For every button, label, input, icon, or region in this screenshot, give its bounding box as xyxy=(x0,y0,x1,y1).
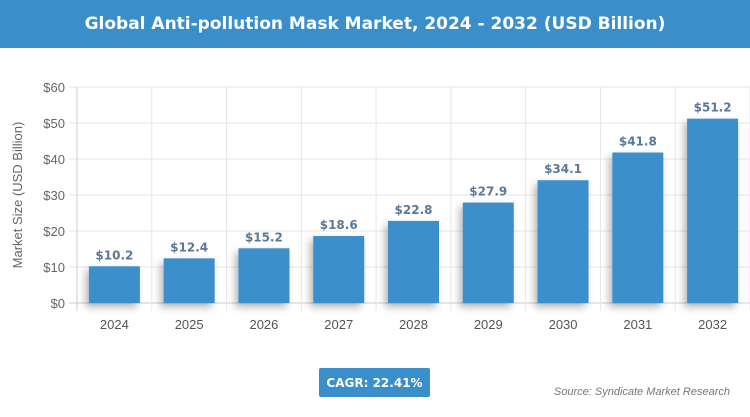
bar-2030 xyxy=(537,180,589,303)
data-label: $51.2 xyxy=(694,101,732,115)
x-tick-label: 2026 xyxy=(249,317,278,332)
x-tick-label: 2030 xyxy=(549,317,578,332)
x-tick-label: 2028 xyxy=(399,317,428,332)
x-tick-label: 2031 xyxy=(623,317,652,332)
data-label: $34.1 xyxy=(544,162,582,176)
data-label: $15.2 xyxy=(245,230,283,244)
data-label: $41.8 xyxy=(619,135,657,149)
y-tick-label: $0 xyxy=(51,296,65,311)
x-tick-label: 2027 xyxy=(324,317,353,332)
data-label: $12.4 xyxy=(170,240,208,254)
y-tick-label: $10 xyxy=(43,260,65,275)
data-label: $22.8 xyxy=(395,203,433,217)
bar-2027 xyxy=(313,236,365,303)
y-tick-label: $20 xyxy=(43,224,65,239)
y-tick-label: $60 xyxy=(43,80,65,95)
y-tick-label: $50 xyxy=(43,116,65,131)
bar-2032 xyxy=(687,118,739,304)
data-label: $18.6 xyxy=(320,218,358,232)
data-label: $27.9 xyxy=(469,185,507,199)
bar-2026 xyxy=(238,248,290,303)
bar-2031 xyxy=(612,152,664,303)
bar-2029 xyxy=(462,202,514,303)
bar-2024 xyxy=(88,266,140,303)
x-tick-label: 2025 xyxy=(175,317,204,332)
data-label: $10.2 xyxy=(95,248,133,262)
source-note: Source: Syndicate Market Research xyxy=(553,386,730,398)
x-tick-label: 2032 xyxy=(698,317,727,332)
cagr-badge: CAGR: 22.41% xyxy=(319,368,430,397)
x-tick-label: 2029 xyxy=(474,317,503,332)
bar-2025 xyxy=(163,258,215,303)
x-tick-label: 2024 xyxy=(100,317,129,332)
chart-title: Global Anti-pollution Mask Market, 2024 … xyxy=(0,0,750,48)
y-tick-label: $30 xyxy=(43,188,65,203)
bar-2028 xyxy=(388,220,439,303)
bar-chart: $0 $10 $20 $30 $40 $50 $60 Market Size (USD Bil… xyxy=(10,80,750,332)
y-tick-label: $40 xyxy=(43,152,65,167)
y-axis-label: Market Size (USD Billion) xyxy=(10,122,25,269)
